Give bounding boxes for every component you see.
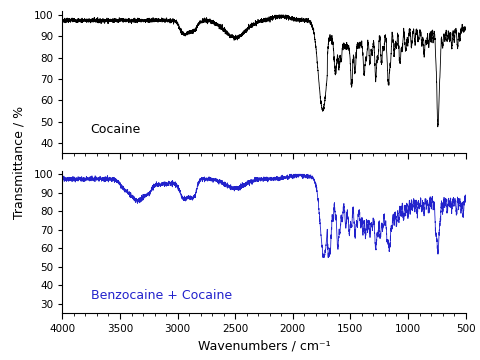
Text: Benzocaine + Cocaine: Benzocaine + Cocaine xyxy=(91,289,232,302)
X-axis label: Wavenumbers / cm⁻¹: Wavenumbers / cm⁻¹ xyxy=(198,339,330,352)
Text: Transmittance / %: Transmittance / % xyxy=(12,105,25,219)
Text: Cocaine: Cocaine xyxy=(91,123,141,136)
